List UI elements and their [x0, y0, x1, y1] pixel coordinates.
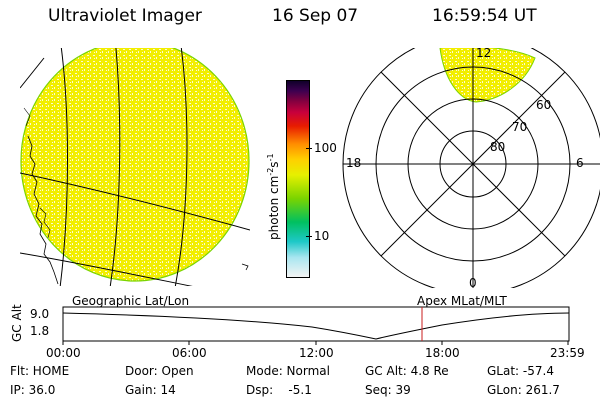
- auroral-emission-patch: [439, 48, 536, 103]
- polar-mlt-panel: [342, 48, 600, 288]
- meridian-line: [174, 48, 188, 286]
- coastline: [23, 107, 31, 127]
- x-tick-label-0600: 06:00: [172, 346, 207, 360]
- orbit-axis-title: GC Alt: [10, 304, 24, 342]
- status-seq: Seq: 39: [365, 383, 411, 397]
- mlat-label-80: 80: [490, 140, 506, 154]
- instrument-title: Ultraviolet Imager: [48, 6, 202, 26]
- status-gain: Gain: 14: [125, 383, 176, 397]
- x-tick-label-2359: 23:59: [550, 346, 585, 360]
- parallel-line: [20, 57, 45, 89]
- date-label: 16 Sep 07: [272, 6, 359, 26]
- status-mode: Mode: Normal: [246, 364, 330, 378]
- status-door: Door: Open: [125, 364, 194, 378]
- earth-emission-disk: [20, 48, 250, 282]
- colorbar-tick-label-100: 100: [314, 141, 337, 155]
- colorbar-label: photon cm-2s-1: [266, 153, 281, 240]
- mlt-label-6: 6: [576, 156, 584, 170]
- colorbar-tick: [306, 148, 312, 149]
- colorbar-tick: [306, 236, 312, 237]
- colorbar-tick-label-10: 10: [314, 229, 330, 243]
- orbit-altitude-curve: [62, 312, 570, 340]
- meridian-line: [59, 48, 68, 286]
- status-ip: IP: 36.0: [10, 383, 56, 397]
- coastline-fragment: [241, 263, 249, 271]
- coastline: [27, 135, 59, 285]
- status-gc-alt: GC Alt: 4.8 Re: [365, 364, 449, 378]
- mlt-axis-diagonal: [380, 71, 566, 257]
- geographic-image-panel: [20, 48, 250, 286]
- status-dsp: Dsp: -5.1: [246, 383, 312, 397]
- mlat-label-60: 60: [536, 98, 552, 112]
- meridian-line: [109, 48, 121, 286]
- orbit-y-tick-high: 9.0: [30, 307, 50, 321]
- parallel-line: [20, 172, 250, 231]
- coastline: [39, 207, 51, 239]
- mlt-label-12: 12: [476, 46, 492, 60]
- mlt-label-0: 0: [469, 276, 477, 290]
- orbit-plot-frame: [62, 306, 570, 342]
- orbit-left-label: Geographic Lat/Lon: [72, 294, 190, 308]
- parallel-line: [20, 252, 193, 286]
- colorbar: [286, 80, 310, 278]
- orbit-altitude-plot: [62, 306, 570, 345]
- orbit-right-label: Apex MLat/MLT: [417, 294, 507, 308]
- status-flt: Flt: HOME: [10, 364, 70, 378]
- mlt-label-18: 18: [346, 156, 362, 170]
- status-glat: GLat: -57.4: [487, 364, 554, 378]
- status-glon: GLon: 261.7: [487, 383, 560, 397]
- x-tick-label-1800: 18:00: [425, 346, 460, 360]
- mlat-label-70: 70: [512, 120, 528, 134]
- orbit-y-tick-low: 1.8: [30, 324, 50, 338]
- x-tick-label-0000: 00:00: [46, 346, 81, 360]
- time-label: 16:59:54 UT: [432, 6, 537, 26]
- x-tick-label-1200: 12:00: [299, 346, 334, 360]
